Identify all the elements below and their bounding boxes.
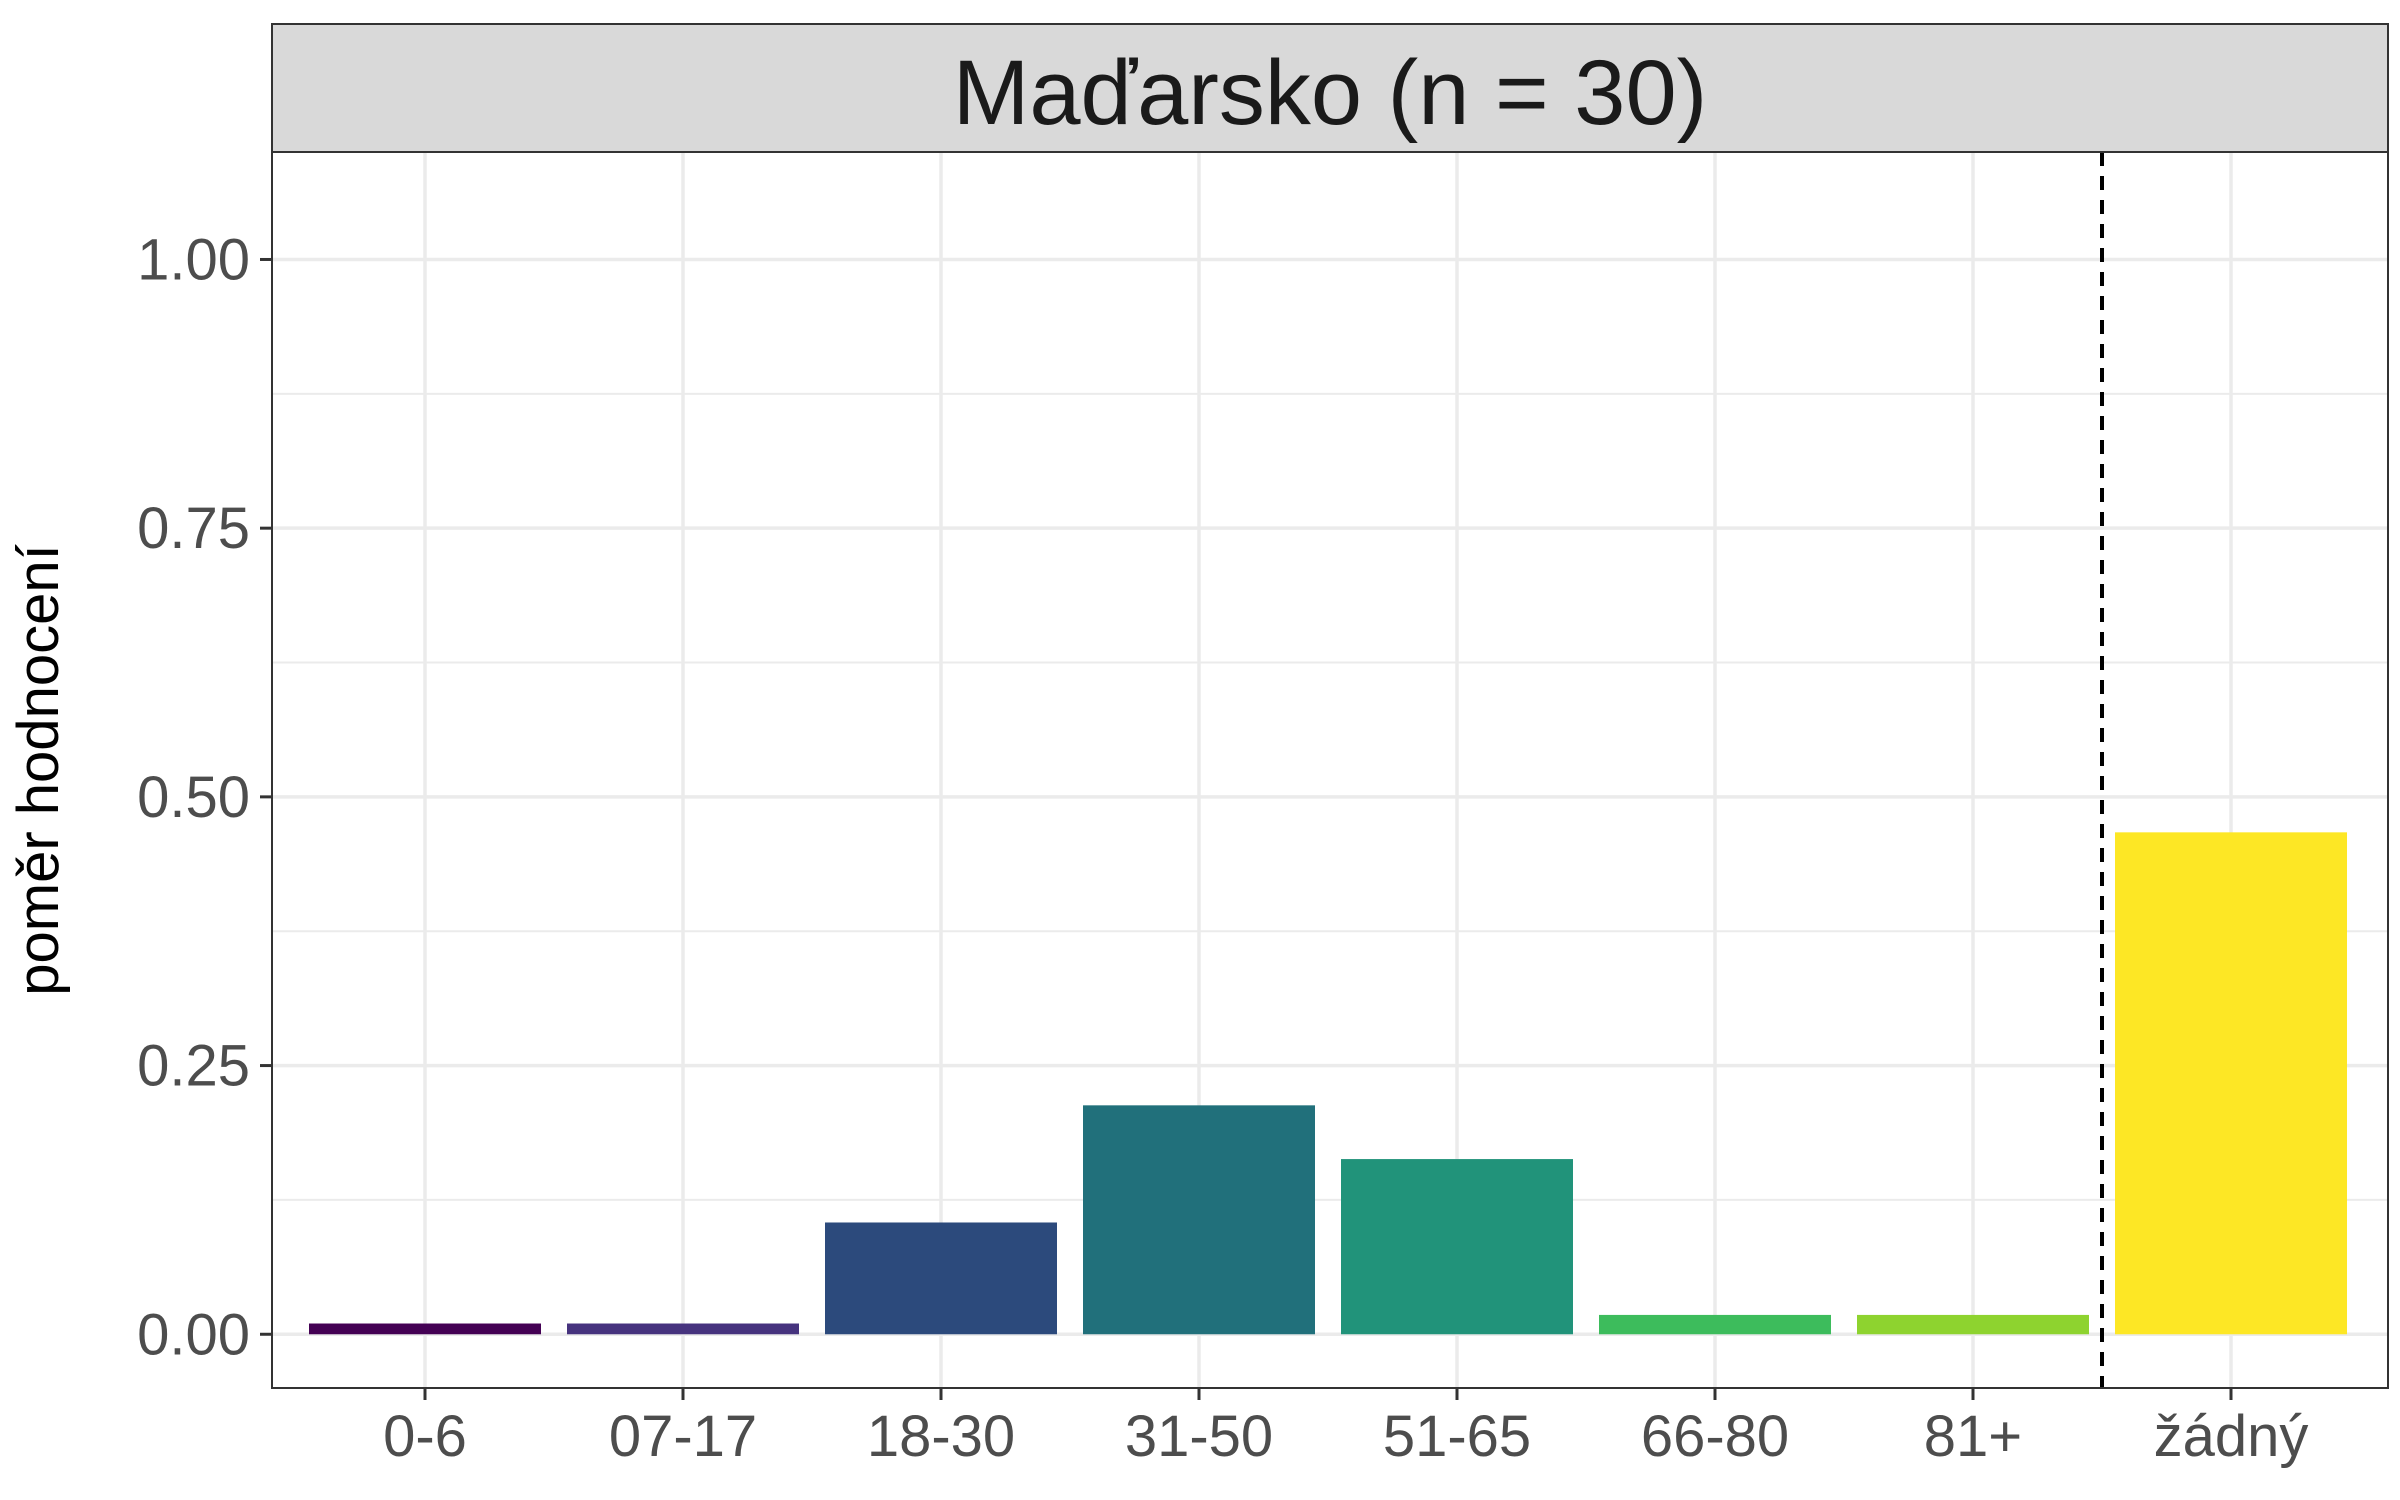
x-tick-label: 18-30 [867,1404,1015,1469]
x-tick-label: 31-50 [1125,1404,1273,1469]
x-tick-label: 81+ [1924,1404,2022,1469]
bar-18-30 [825,1222,1057,1335]
bar-žádný [2115,832,2347,1335]
bars [309,832,2347,1335]
x-tick-label: 0-6 [383,1404,467,1469]
plot-border [271,151,2389,1389]
facet-title: Maďarsko (n = 30) [953,42,1708,144]
bar-66-80 [1599,1314,1831,1335]
bar-0-6 [309,1323,541,1335]
grid [272,152,2388,1388]
y-tick-label: 0.25 [137,1034,250,1099]
y-tick-label: 0.50 [137,765,250,830]
bar-07-17 [567,1323,799,1335]
x-axis: 0-6 07-17 18-30 31-50 51-65 66-80 81+ žádný [383,1388,2308,1469]
facet-strip [271,23,2389,153]
y-tick-label: 0.75 [137,496,250,561]
y-tick-label: 0.00 [137,1302,250,1367]
y-tick-label: 1.00 [137,227,250,292]
y-axis-title: poměr hodnocení [6,544,71,995]
bar-51-65 [1341,1159,1573,1335]
bar-31-50 [1083,1105,1315,1335]
x-tick-label: 66-80 [1641,1404,1789,1469]
x-tick-label: žádný [2154,1404,2309,1469]
x-tick-label: 51-65 [1383,1404,1531,1469]
bar-81+ [1857,1314,2089,1335]
plot-background [272,152,2388,1388]
x-tick-label: 07-17 [609,1404,757,1469]
y-axis: 0.00 0.25 0.50 0.75 1.00 [137,227,272,1367]
